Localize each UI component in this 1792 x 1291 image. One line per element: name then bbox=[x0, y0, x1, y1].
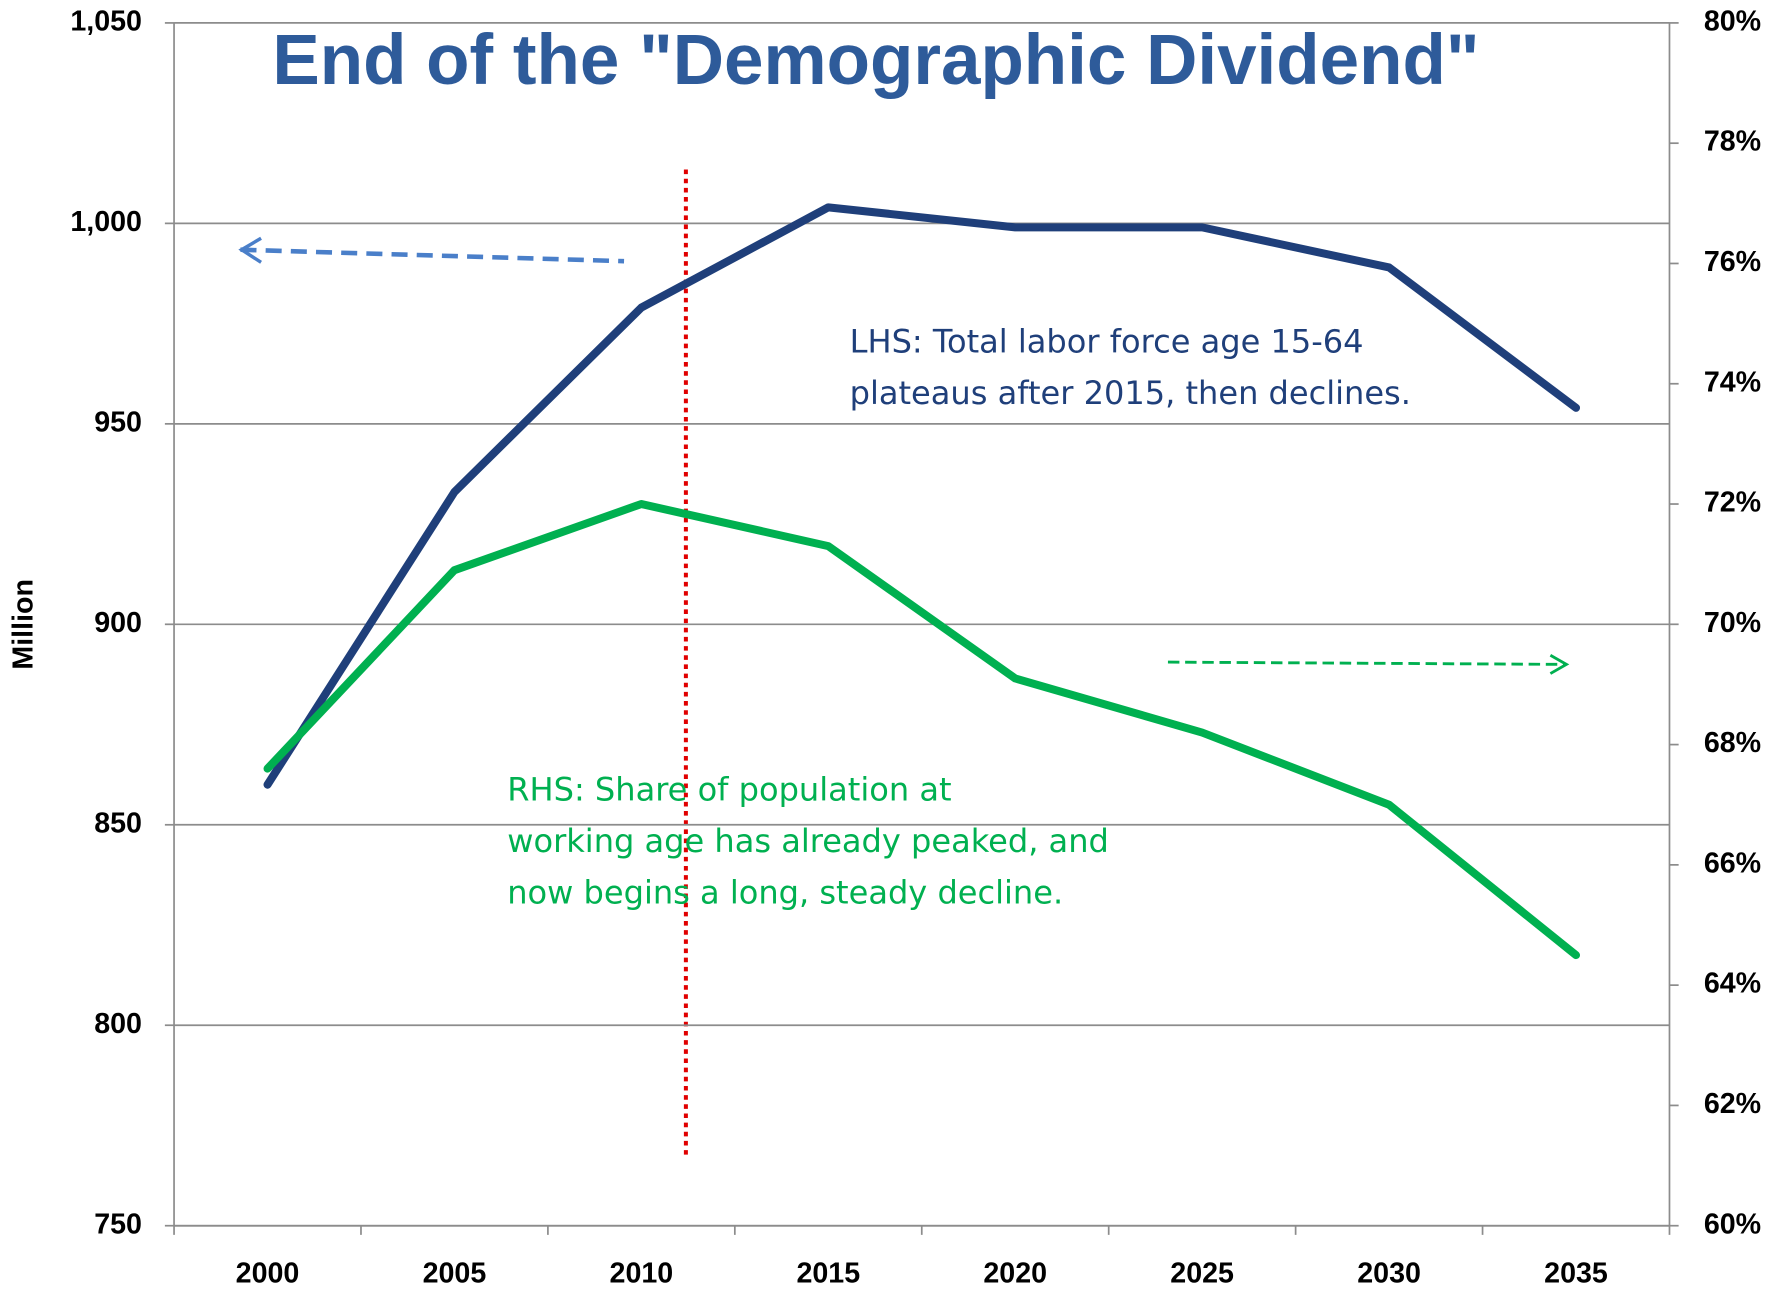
y2-tick-label: 64% bbox=[1704, 968, 1761, 1000]
right-arrow bbox=[1167, 660, 1567, 666]
y-tick-label: 950 bbox=[94, 406, 142, 438]
annotation: now begins a long, steady decline. bbox=[507, 874, 1063, 912]
y-tick-label: 1,000 bbox=[70, 206, 142, 238]
annotation: RHS: Share of population at bbox=[507, 771, 951, 809]
y-axis-label: Million bbox=[8, 579, 40, 670]
x-tick-label: 2020 bbox=[983, 1258, 1047, 1290]
x-tick-label: 2005 bbox=[423, 1258, 487, 1290]
y2-tick-label: 80% bbox=[1704, 5, 1761, 37]
left-arrow bbox=[240, 247, 625, 264]
y-tick-label: 900 bbox=[94, 607, 142, 639]
y2-tick-label: 78% bbox=[1704, 126, 1761, 158]
series-line bbox=[263, 203, 1581, 789]
y2-tick-label: 70% bbox=[1704, 607, 1761, 639]
y-tick-label: 750 bbox=[94, 1208, 142, 1240]
y2-tick-label: 76% bbox=[1704, 246, 1761, 278]
x-tick-label: 2000 bbox=[236, 1258, 300, 1290]
y2-tick-label: 60% bbox=[1704, 1208, 1761, 1240]
y-tick-label: 1,050 bbox=[70, 5, 142, 37]
annotation: working age has already peaked, and bbox=[507, 822, 1109, 860]
y2-tick-label: 62% bbox=[1704, 1088, 1761, 1120]
y2-tick-label: 68% bbox=[1704, 727, 1761, 759]
y-tick-label: 850 bbox=[94, 807, 142, 839]
chart-title: End of the "Demographic Dividend" bbox=[272, 21, 1479, 100]
x-tick-label: 2010 bbox=[610, 1258, 674, 1290]
x-tick-label: 2035 bbox=[1544, 1258, 1608, 1290]
right-arrow-head bbox=[1549, 653, 1570, 675]
left-arrow-head bbox=[238, 236, 263, 264]
y2-tick-label: 74% bbox=[1704, 366, 1761, 398]
annotation: LHS: Total labor force age 15-64 bbox=[850, 323, 1364, 361]
x-tick-label: 2015 bbox=[796, 1258, 860, 1290]
y2-tick-label: 66% bbox=[1704, 847, 1761, 879]
series-line bbox=[263, 500, 1581, 960]
x-tick-label: 2025 bbox=[1170, 1258, 1234, 1290]
annotation: plateaus after 2015, then declines. bbox=[850, 374, 1411, 412]
y2-tick-label: 72% bbox=[1704, 487, 1761, 519]
x-tick-label: 2030 bbox=[1357, 1258, 1421, 1290]
y-tick-label: 800 bbox=[94, 1008, 142, 1040]
